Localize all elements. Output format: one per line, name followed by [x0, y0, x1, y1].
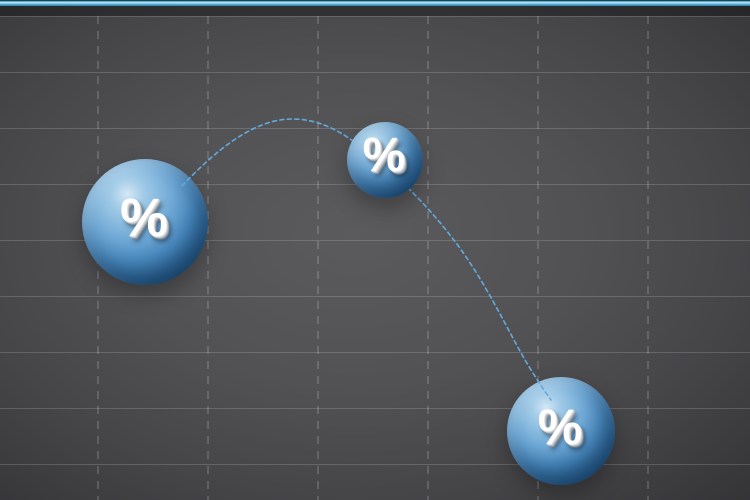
percent-label-2: %: [362, 129, 406, 182]
percent-label-3: %: [537, 399, 583, 455]
data-point-sphere-1: %: [82, 159, 208, 285]
data-point-sphere-2: %: [347, 122, 423, 198]
grid-h-line: [0, 296, 750, 297]
grid-h-line: [0, 408, 750, 409]
grid-h-line: [0, 16, 750, 17]
grid-v-line: [207, 16, 209, 500]
grid-h-line: [0, 352, 750, 353]
accent-bar: [0, 0, 750, 6]
grid-v-line: [317, 16, 319, 500]
grid-h-line: [0, 72, 750, 73]
grid-h-line: [0, 464, 750, 465]
percent-label-1: %: [119, 188, 168, 248]
grid-v-line: [647, 16, 649, 500]
grid-v-line: [427, 16, 429, 500]
data-point-sphere-3: %: [507, 377, 615, 485]
top-shade-band: [0, 6, 750, 16]
